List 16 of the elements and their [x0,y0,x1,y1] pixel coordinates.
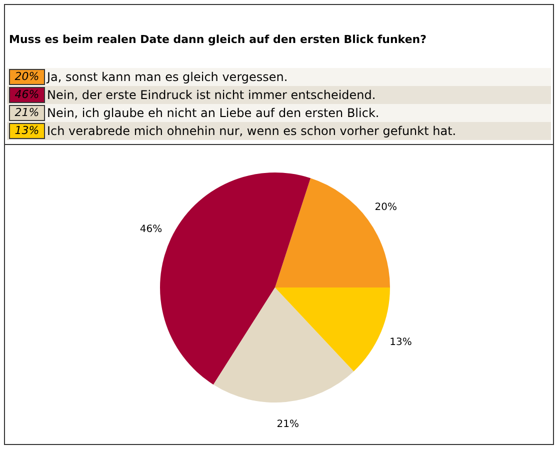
pie-slice [275,288,390,372]
data-label: 20% [374,202,397,213]
legend-label: Ich verabrede mich ohnehin nur, wenn es schon vorher gefunkt hat. [47,124,456,138]
text: 20% [14,70,40,83]
legend-label: Nein, ich glaube eh nicht an Liebe auf den ersten Blick. [47,106,380,120]
data-label: 13% [390,336,412,348]
data-label: 46% [140,224,162,236]
legend-label: Ja, sonst kann man es gleich vergessen. [47,70,288,84]
text: 13% [14,124,40,137]
legend-label: Nein, der erste Eindruck ist nicht immer entscheidend. [47,88,376,102]
pie-slice [160,172,311,385]
pie-slice [213,288,354,402]
text: 46% [14,88,40,101]
data-label: 21% [276,418,300,430]
text: 21% [14,106,40,119]
chart-title: Muss es beim realen Date dann gleich auf den ersten Blick funken? [8,32,428,48]
